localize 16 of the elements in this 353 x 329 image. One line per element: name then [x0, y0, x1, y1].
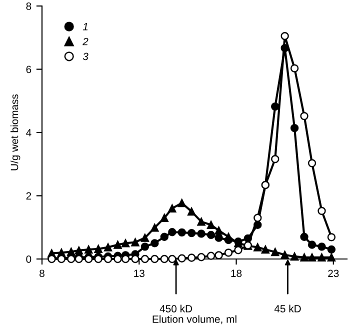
y-tick-label: 8 — [26, 2, 32, 10]
y-tick-label: 2 — [26, 192, 32, 200]
y-tick-label: 4 — [26, 129, 32, 136]
annotation: 450 kD — [160, 304, 192, 312]
y-tick-label: 0 — [26, 256, 32, 263]
y-axis-title: U/g wet biomass — [10, 94, 20, 170]
x-tick-label: 13 — [134, 270, 144, 278]
x-tick-label: 18 — [231, 270, 242, 278]
y-tick-label: 6 — [26, 66, 32, 74]
x-tick-label: 23 — [328, 270, 339, 278]
x-tick-label: 8 — [40, 270, 44, 278]
annotation: 45 kD — [274, 304, 301, 312]
legend-label: 1 — [82, 23, 88, 30]
x-axis-title: Elution volume, ml — [152, 315, 236, 324]
legend-label: 3 — [82, 52, 88, 60]
legend-label: 2 — [82, 38, 88, 46]
